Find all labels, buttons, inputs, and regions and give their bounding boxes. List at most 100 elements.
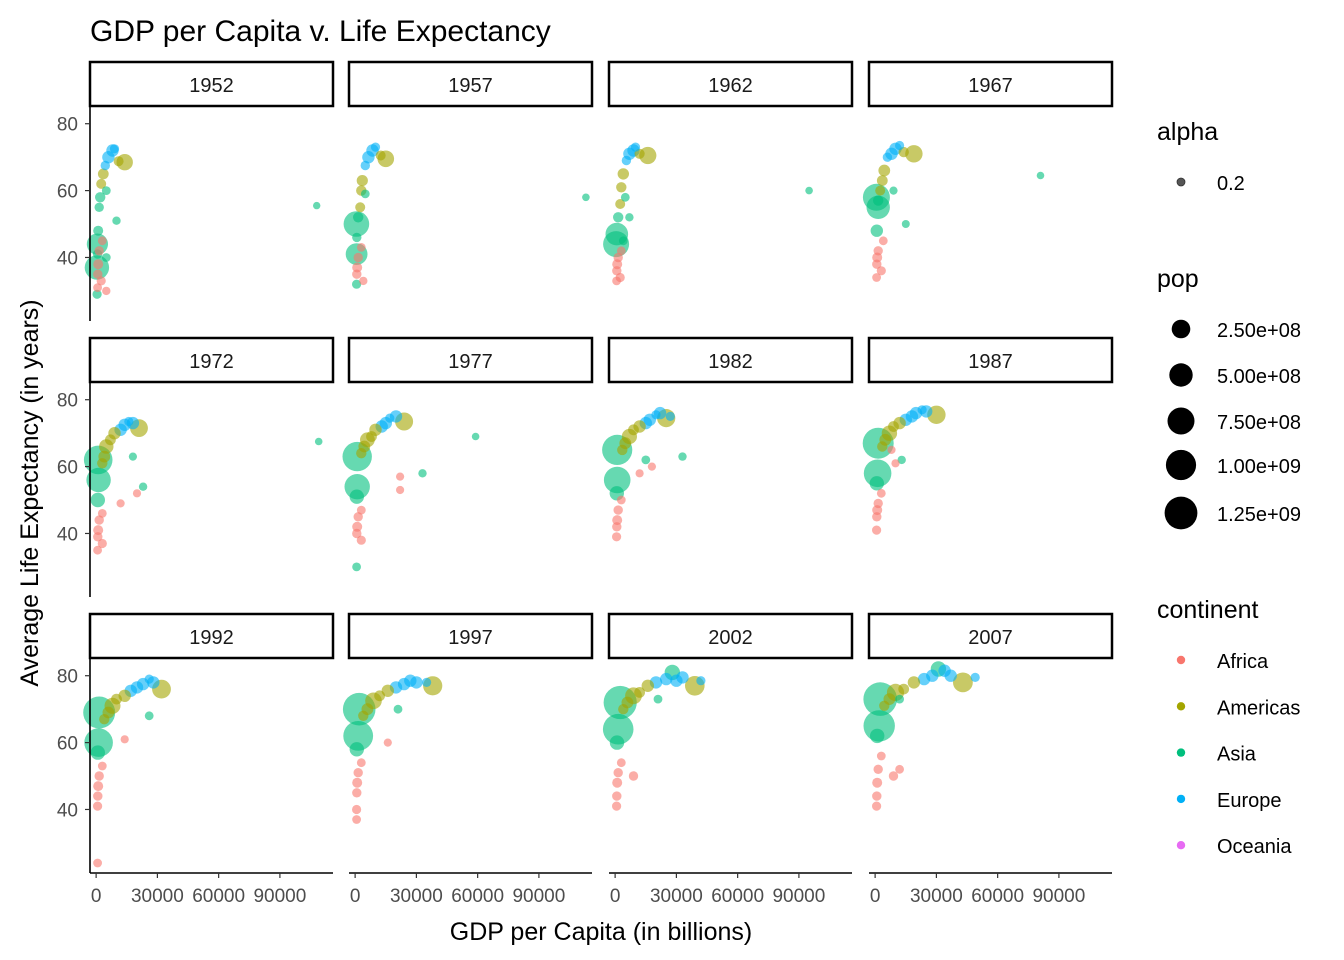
data-point [621, 155, 632, 166]
x-tick-label: 90000 [512, 886, 565, 907]
data-point [888, 421, 899, 432]
data-point [359, 276, 368, 286]
facet-strip-label: 1972 [189, 351, 234, 373]
data-point [116, 499, 125, 508]
data-point [653, 694, 663, 704]
data-point [97, 761, 107, 771]
data-point [352, 562, 361, 572]
legend-continent-title: continent [1157, 596, 1259, 624]
data-point [647, 462, 657, 471]
data-point [901, 220, 910, 228]
facet-strip-label: 1982 [708, 351, 753, 373]
data-point [86, 467, 111, 493]
data-point [90, 492, 106, 508]
data-point [873, 246, 883, 256]
legend-pop-key [1164, 496, 1198, 530]
legend-pop-key [1171, 319, 1191, 339]
data-point [660, 672, 673, 686]
data-point [356, 243, 366, 252]
facet-strip [347, 336, 594, 384]
x-tick-label: 90000 [253, 886, 306, 907]
data-point [381, 684, 394, 697]
data-point [620, 192, 630, 202]
data-point [878, 164, 891, 177]
legend-continent-label: Asia [1217, 744, 1257, 766]
legend-pop-key [1165, 449, 1197, 481]
data-point [897, 455, 906, 465]
data-point [634, 687, 645, 698]
data-point [352, 804, 362, 815]
chart-title: GDP per Capita v. Life Expectancy [90, 15, 551, 48]
data-point [618, 236, 628, 246]
data-point [93, 791, 103, 801]
data-point [94, 771, 104, 781]
data-point [93, 225, 104, 236]
data-point [100, 160, 111, 171]
y-tick-label: 40 [57, 248, 78, 269]
data-point [109, 144, 120, 154]
legend-pop-title: pop [1157, 265, 1199, 293]
x-tick-label: 60000 [711, 886, 764, 907]
data-point [870, 728, 885, 744]
facet-strip [88, 612, 335, 660]
y-tick-label: 80 [57, 115, 78, 136]
data-point [120, 735, 129, 744]
facet-panel: 1952 40 60 80 [57, 60, 335, 321]
data-point [873, 764, 883, 774]
x-tick-label: 60000 [971, 886, 1024, 907]
facet-panel: 1997 0 30000 60000 90000 [342, 612, 594, 907]
data-point [1036, 171, 1045, 180]
facet-grid: 1952 40 60 80 1957 1962 1967 1972 40 60 80 1977 1982… [57, 60, 1114, 907]
data-point [907, 676, 921, 689]
x-tick-label: 0 [610, 886, 621, 907]
data-point [97, 168, 109, 180]
data-point [375, 150, 386, 161]
data-point [613, 252, 623, 263]
data-point [872, 259, 882, 269]
data-point [641, 679, 654, 692]
data-point [352, 269, 362, 279]
data-point [891, 459, 900, 468]
data-point [628, 771, 639, 781]
data-point [873, 498, 883, 509]
data-point [872, 512, 882, 522]
x-tick-label: 30000 [131, 886, 184, 907]
data-point [872, 525, 882, 535]
data-point [878, 236, 888, 246]
facet-panel: 2007 0 30000 60000 90000 [863, 612, 1114, 907]
facet-strip [607, 612, 854, 660]
legend-continent-key [1176, 748, 1186, 757]
facet-strip-label: 1977 [448, 351, 493, 373]
legend-pop-key [1167, 407, 1195, 435]
data-point [612, 801, 622, 811]
facet-panel: 1977 [342, 336, 594, 572]
data-point [90, 745, 106, 760]
data-point [665, 411, 675, 421]
facet-strip-label: 1992 [189, 627, 234, 649]
facet-panel: 1982 [602, 336, 854, 542]
facet-strip-label: 1952 [189, 75, 234, 97]
data-point [616, 758, 626, 768]
data-point [889, 186, 898, 195]
data-point [938, 664, 951, 677]
data-point [113, 156, 124, 167]
data-point [97, 509, 107, 518]
legend-pop-key [1169, 363, 1193, 387]
data-point [582, 193, 590, 202]
data-point [94, 246, 104, 256]
data-point [471, 432, 480, 441]
data-point [879, 700, 890, 711]
data-point [105, 434, 116, 446]
data-point [651, 410, 661, 420]
x-tick-label: 30000 [910, 886, 963, 907]
data-point [882, 152, 893, 162]
data-point [866, 195, 890, 219]
data-point [612, 276, 621, 286]
data-point [877, 441, 888, 452]
data-point [872, 801, 882, 811]
legend-continent-key [1176, 841, 1186, 850]
data-point [144, 711, 154, 721]
data-point [635, 469, 644, 478]
x-tick-label: 90000 [1032, 886, 1085, 907]
facet-panel: 1992 40 60 80 0 30000 60000 90000 [57, 612, 335, 907]
